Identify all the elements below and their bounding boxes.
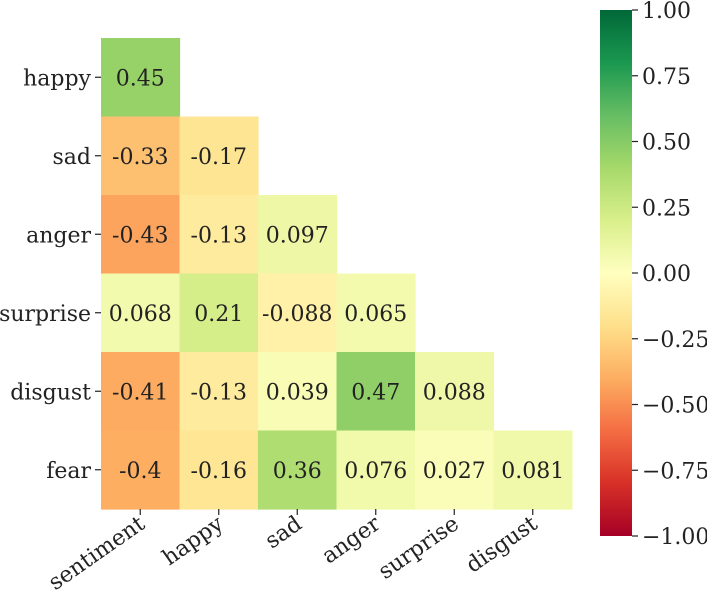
y-tick-label: happy: [23, 66, 91, 91]
cell-value-label: 0.45: [116, 66, 165, 91]
y-tick-label: anger: [26, 223, 91, 248]
heatmap-cell: [101, 430, 181, 510]
heatmap-value-labels: 0.45 -0.33 -0.17 -0.43 -0.13 0.097 0.068 0.21 -0…: [109, 66, 564, 484]
heatmap-cell: [493, 430, 573, 510]
cell-value-label: -0.13: [191, 223, 247, 248]
heatmap-cell: [336, 430, 416, 510]
y-tick-label: fear: [46, 459, 91, 484]
heatmap-cell: [336, 352, 416, 432]
colorbar-tick-label: 0.75: [642, 65, 691, 90]
heatmap-cell: [415, 352, 495, 432]
cell-value-label: 0.039: [266, 380, 329, 405]
cell-value-label: 0.068: [109, 302, 172, 327]
heatmap-cell: [101, 38, 181, 118]
cell-value-label: -0.17: [191, 145, 247, 170]
colorbar: 1.00 0.75 0.50 0.25 0.00 −0.25 −0.50 −0.75 −1.00: [600, 0, 707, 550]
x-tick-label: sentiment: [44, 511, 150, 595]
cell-value-label: -0.41: [112, 380, 168, 405]
x-tick-label: disgust: [462, 511, 543, 578]
cell-value-label: 0.076: [344, 459, 407, 484]
colorbar-ticks: 1.00 0.75 0.50 0.25 0.00 −0.25 −0.50 −0.75 −1.00: [632, 0, 707, 550]
heatmap-cell: [101, 273, 181, 353]
heatmap-cell: [101, 352, 181, 432]
colorbar-gradient: [600, 10, 632, 536]
colorbar-tick-label: 0.00: [642, 262, 691, 287]
heatmap-cells: [101, 38, 573, 510]
colorbar-tick-label: −0.50: [642, 394, 707, 419]
heatmap-cell: [101, 116, 181, 196]
cell-value-label: -0.16: [191, 459, 247, 484]
colorbar-tick-label: −0.25: [642, 328, 707, 353]
y-tick-label: surprise: [0, 302, 91, 327]
heatmap-cell: [258, 352, 338, 432]
heatmap-cell: [415, 430, 495, 510]
heatmap-cell: [101, 195, 181, 275]
colorbar-tick-label: 1.00: [642, 0, 691, 24]
cell-value-label: 0.47: [351, 380, 400, 405]
colorbar-tick-label: −1.00: [642, 525, 707, 550]
heatmap-cell: [179, 430, 259, 510]
heatmap-cell: [179, 195, 259, 275]
cell-value-label: 0.21: [194, 302, 243, 327]
cell-value-label: -0.088: [262, 302, 332, 327]
heatmap-cell: [258, 273, 338, 353]
cell-value-label: -0.4: [119, 459, 161, 484]
colorbar-tick-label: 0.50: [642, 131, 691, 156]
x-tick-label: surprise: [374, 511, 464, 584]
cell-value-label: -0.13: [191, 380, 247, 405]
heatmap-cell: [179, 273, 259, 353]
heatmap-cell: [336, 273, 416, 353]
heatmap-cell: [258, 195, 338, 275]
heatmap-cell: [258, 430, 338, 510]
y-axis: happy sad anger surprise disgust fear: [0, 66, 101, 484]
cell-value-label: 0.065: [344, 302, 407, 327]
cell-value-label: -0.33: [112, 145, 168, 170]
y-tick-label: disgust: [10, 380, 91, 405]
y-tick-label: sad: [53, 145, 92, 170]
cell-value-label: 0.088: [423, 380, 486, 405]
cell-value-label: 0.081: [501, 459, 564, 484]
cell-value-label: 0.097: [266, 223, 329, 248]
x-tick-label: anger: [318, 511, 386, 569]
cell-value-label: 0.36: [273, 459, 322, 484]
cell-value-label: -0.43: [112, 223, 168, 248]
cell-value-label: 0.027: [423, 459, 486, 484]
heatmap-cell: [179, 352, 259, 432]
x-tick-label: happy: [158, 511, 228, 571]
colorbar-tick-label: −0.75: [642, 459, 707, 484]
colorbar-tick-label: 0.25: [642, 196, 691, 221]
heatmap-cell: [179, 116, 259, 196]
x-tick-label: sad: [261, 511, 307, 554]
